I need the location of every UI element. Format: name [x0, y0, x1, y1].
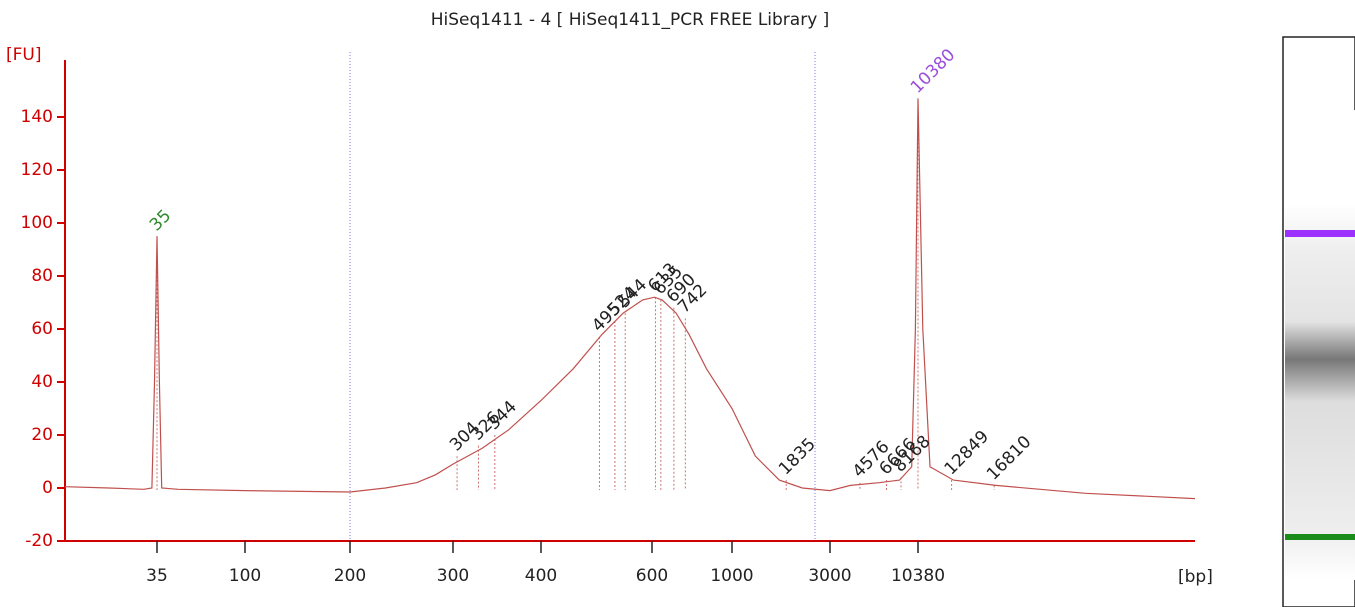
x-tick-label: 3000	[808, 566, 851, 586]
x-tick-label: 100	[229, 566, 261, 586]
x-tick-label: 35	[146, 566, 168, 586]
y-tick-label: 0	[42, 478, 53, 498]
y-tick-label: 60	[31, 319, 53, 339]
y-tick-label: 120	[21, 160, 53, 180]
x-tick-label: 200	[334, 566, 366, 586]
chart-title: HiSeq1411 - 4 [ HiSeq1411_PCR FREE Libra…	[431, 10, 830, 30]
y-tick-label: 140	[21, 107, 53, 127]
x-axis-label: [bp]	[1178, 567, 1213, 587]
y-axis-label: [FU]	[6, 45, 42, 65]
x-tick-label: 400	[525, 566, 557, 586]
y-tick-label: 40	[31, 372, 53, 392]
x-tick-label: 600	[636, 566, 668, 586]
peak-label: 10380	[907, 45, 959, 97]
y-tick-label: 80	[31, 266, 53, 286]
x-tick-label: 10380	[891, 566, 945, 586]
trace-line	[64, 98, 1196, 500]
peak-label: 35	[146, 206, 175, 235]
peak-label: 1835	[775, 434, 820, 479]
x-tick-label: 300	[437, 566, 469, 586]
x-tick-label: 1000	[710, 566, 753, 586]
gel-lane	[1282, 36, 1355, 607]
y-tick-label: -20	[25, 531, 53, 551]
y-tick-label: 20	[31, 425, 53, 445]
y-tick-label: 100	[21, 213, 53, 233]
